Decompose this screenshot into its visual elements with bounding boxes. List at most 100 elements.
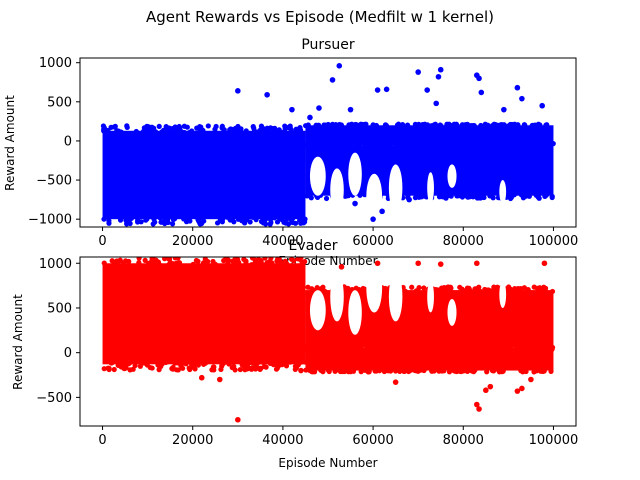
evader-point	[223, 262, 229, 269]
pursuer-point	[543, 192, 549, 198]
pursuer-point	[238, 129, 244, 135]
evader-point	[433, 347, 439, 353]
evader-point	[495, 286, 501, 293]
evader-point	[486, 287, 492, 294]
evader-point	[218, 366, 224, 373]
evader-point	[326, 345, 332, 352]
evader-point	[537, 368, 544, 374]
pursuer-point	[509, 122, 515, 129]
pursuer-point	[396, 143, 402, 149]
pursuer-ytick-label: −1000	[28, 213, 72, 228]
pursuer-point	[490, 122, 496, 129]
pursuer-dense-band	[100, 123, 308, 227]
evader-point	[114, 258, 120, 264]
evader-axes-frame	[79, 256, 577, 427]
pursuer-point	[169, 221, 176, 227]
pursuer-point	[545, 141, 551, 148]
evader-point	[379, 344, 386, 351]
pursuer-point	[336, 63, 343, 69]
evader-point	[243, 259, 249, 265]
evader-point	[474, 260, 480, 267]
evader-point	[236, 259, 242, 266]
pursuer-point	[221, 127, 227, 133]
evader-point	[415, 260, 421, 267]
evader-point	[183, 361, 189, 367]
pursuer-point	[445, 192, 452, 198]
pursuer-point	[198, 124, 204, 130]
pursuer-point	[453, 121, 460, 127]
pursuer-point	[295, 127, 301, 133]
evader-point	[136, 262, 143, 268]
evader-point	[345, 369, 352, 375]
evader-xtick-label: 100000	[529, 433, 579, 448]
evader-point	[231, 363, 237, 370]
pursuer-point	[307, 142, 313, 148]
evader-point	[283, 363, 290, 369]
pursuer-point	[432, 121, 438, 127]
pursuer-point	[314, 194, 321, 201]
pursuer-point	[272, 125, 278, 131]
evader-point	[325, 367, 331, 373]
evader-point	[364, 345, 370, 351]
pursuer-point	[329, 143, 335, 149]
pursuer-point	[163, 215, 169, 221]
pursuer-point	[395, 121, 402, 127]
pursuer-point	[156, 123, 162, 129]
evader-point	[506, 284, 512, 290]
evader-xtick-label: 20000	[172, 433, 213, 448]
pursuer-point	[290, 219, 296, 226]
pursuer-xtick-label: 80000	[443, 234, 484, 249]
pursuer-point	[475, 141, 481, 148]
pursuer-point	[303, 123, 309, 129]
pursuer-subplot: 0 20000 40000 60000 80000 100000 −1000 −500 0 50…	[3, 37, 578, 268]
evader-gap	[447, 299, 457, 326]
pursuer-point	[362, 192, 368, 198]
pursuer-y-ticks: −1000 −500 0 500 1000	[28, 56, 80, 228]
evader-point	[174, 359, 180, 365]
evader-dense-band	[101, 257, 308, 373]
pursuer-point	[141, 125, 147, 131]
pursuer-point	[106, 218, 112, 224]
pursuer-point	[329, 77, 336, 83]
pursuer-point	[428, 123, 435, 129]
pursuer-point	[465, 192, 471, 199]
evader-point	[276, 257, 282, 262]
evader-point	[257, 366, 263, 373]
evader-point	[202, 257, 208, 262]
pursuer-point	[165, 127, 171, 133]
pursuer-point	[213, 123, 219, 130]
evader-point	[294, 362, 300, 368]
evader-title: Evader	[289, 238, 338, 254]
evader-point	[101, 260, 107, 266]
evader-point	[501, 344, 507, 350]
evader-point	[273, 366, 280, 372]
evader-point	[231, 258, 238, 265]
evader-point	[235, 416, 241, 423]
pursuer-point	[357, 192, 363, 198]
evader-point	[441, 368, 447, 374]
evader-point	[541, 368, 547, 374]
pursuer-ytick-label: 1000	[39, 56, 72, 71]
pursuer-point	[363, 121, 369, 127]
evader-point	[429, 368, 435, 374]
pursuer-point	[325, 140, 332, 146]
pursuer-point	[501, 106, 507, 113]
pursuer-ytick-label: 500	[47, 95, 72, 110]
pursuer-point	[101, 216, 107, 222]
pursuer-point	[250, 214, 256, 220]
evader-point	[531, 369, 537, 375]
pursuer-point	[418, 122, 425, 129]
pursuer-point	[531, 140, 537, 146]
evader-point	[192, 366, 198, 372]
pursuer-point	[473, 193, 479, 200]
evader-point	[495, 345, 501, 351]
evader-point	[108, 360, 114, 366]
pursuer-point	[519, 142, 525, 148]
pursuer-point	[444, 122, 450, 129]
evader-point	[106, 366, 112, 373]
figure-title: Agent Rewards vs Episode (Medfilt w 1 ke…	[146, 8, 494, 26]
pursuer-point	[247, 219, 253, 225]
pursuer-point	[267, 125, 274, 131]
pursuer-gap	[427, 172, 434, 204]
pursuer-point	[511, 192, 517, 198]
